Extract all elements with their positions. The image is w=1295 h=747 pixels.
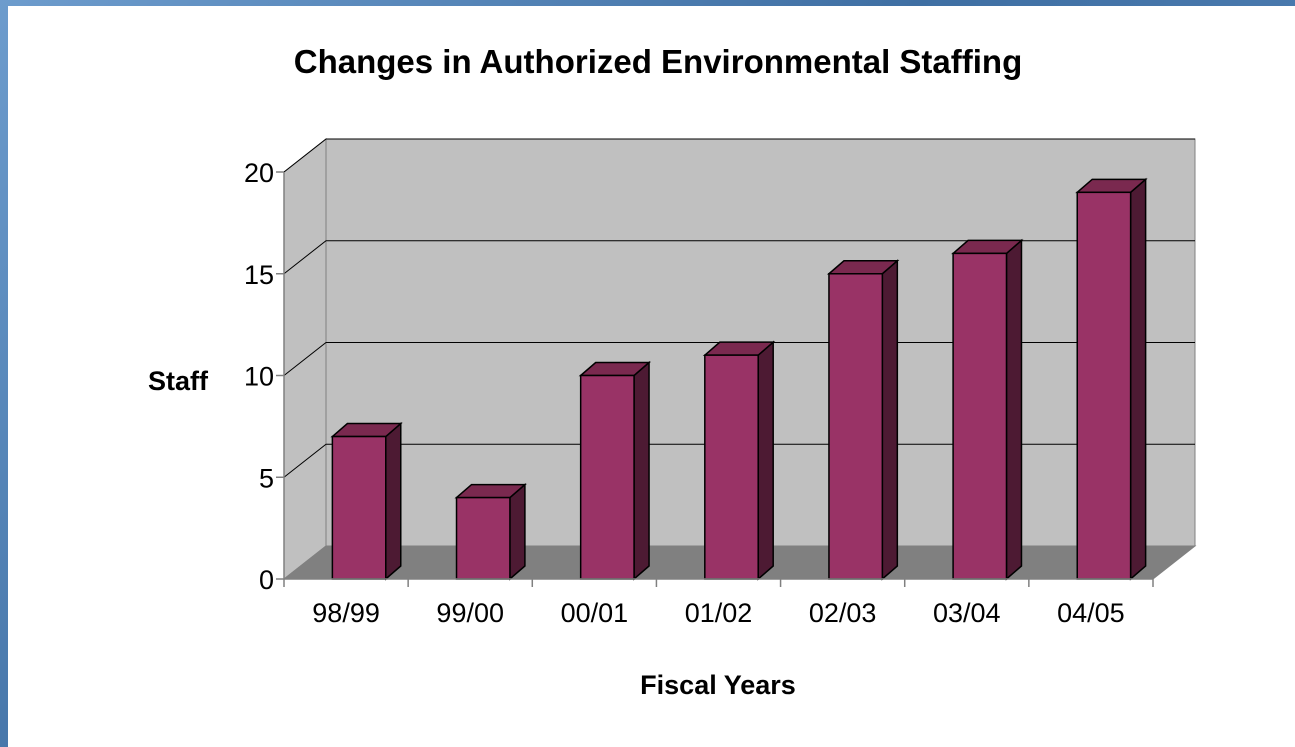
bar-side [633,360,650,581]
bar [704,354,759,580]
x-tick-label: 98/99 [312,598,380,628]
bar-side [1129,177,1147,581]
bar [579,374,635,580]
y-axis-label: Staff [148,366,209,396]
bar-03-04 [951,238,1024,581]
y-axis-ticks: 0 5 10 15 20 [244,158,285,595]
y-tick-label: 5 [259,463,274,493]
bar-00-01 [578,360,652,581]
y-tick-label: 0 [259,565,274,595]
x-tick-label: 03/04 [933,598,1001,628]
x-axis-label: Fiscal Years [640,670,796,700]
bar [952,252,1008,580]
y-tick-label: 15 [244,260,274,290]
y-tick-label: 20 [244,158,274,188]
y-tick-label: 10 [244,362,274,392]
x-tick-label: 01/02 [685,598,753,628]
bar-98-99 [330,421,403,581]
gridline [283,138,1195,173]
gridlines [283,138,1195,478]
x-tick-label: 99/00 [436,598,504,628]
bar [828,273,884,580]
chart-panel: Changes in Authorized Environmental Staf… [8,6,1295,747]
bar-02-03 [826,259,900,581]
bar-side [1005,238,1023,581]
gridline [283,443,1195,478]
x-tick-label: 02/03 [809,598,877,628]
x-axis-ticks: 98/99 99/00 00/01 01/02 02/03 03/04 04/05 [283,578,1154,628]
chart-title: Changes in Authorized Environmental Staf… [294,43,1022,80]
bar-01-02 [702,340,776,581]
bar-99-00 [454,482,527,581]
bar-chart: Changes in Authorized Environmental Staf… [148,43,1197,700]
bar-side [881,259,899,581]
bar [455,496,511,580]
gridline [283,240,1195,275]
x-tick-label: 04/05 [1057,598,1125,628]
bars [330,177,1148,581]
bar [1076,191,1132,580]
gridline [283,342,1195,376]
x-tick-label: 00/01 [561,598,629,628]
bar [331,435,387,580]
bar-side [509,482,526,581]
bar-04-05 [1075,177,1148,581]
bar-side [385,421,402,581]
bar-side [757,340,774,581]
